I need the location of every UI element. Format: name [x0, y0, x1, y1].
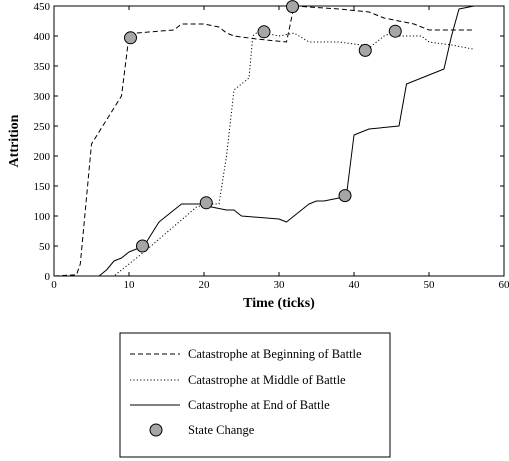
state-change-marker: [199, 196, 213, 210]
state-change-marker: [338, 189, 352, 203]
legend-label: State Change: [188, 423, 255, 437]
y-tick-label: 450: [34, 1, 51, 13]
plot-frame: [53, 5, 505, 277]
series-line-1: [53, 5, 474, 277]
x-axis-title: Time (ticks): [243, 296, 315, 311]
x-tick-label: 50: [424, 279, 436, 291]
legend-label: Catastrophe at End of Battle: [188, 398, 330, 412]
x-axis: 0 10 20 30 40 50 60: [51, 6, 509, 291]
x-tick-label: 0: [51, 279, 57, 291]
state-change-marker: [286, 0, 299, 14]
x-tick-label: 10: [124, 279, 136, 291]
y-tick-label: 50: [39, 241, 51, 253]
legend: Catastrophe at Beginning of Battle Catast…: [119, 332, 391, 458]
x-tick-label: 40: [349, 279, 361, 291]
y-axis-title: Attrition: [7, 114, 22, 167]
state-change-marker: [257, 25, 271, 39]
y-tick-label: 300: [34, 91, 51, 103]
y-tick-label: 100: [34, 211, 51, 223]
legend-marker: [149, 423, 163, 437]
y-tick-label: 200: [34, 151, 51, 163]
legend-box: [119, 332, 391, 458]
x-tick-label: 30: [274, 279, 286, 291]
series-line-3: [54, 5, 475, 277]
y-tick-label: 0: [45, 271, 51, 283]
state-change-marker: [388, 24, 402, 38]
series-line-2: [54, 32, 475, 277]
x-tick-label: 20: [199, 279, 211, 291]
y-axis: 0 50 100 150 200 250 300 350 400 450: [34, 1, 504, 283]
state-change-marker: [136, 239, 149, 253]
y-tick-label: 400: [34, 31, 51, 43]
legend-label: Catastrophe at Middle of Battle: [188, 373, 346, 387]
legend-label: Catastrophe at Beginning of Battle: [188, 347, 362, 361]
state-change-marker: [124, 31, 137, 45]
y-tick-label: 350: [34, 61, 51, 73]
plot-area: [53, 0, 505, 277]
x-tick-label: 60: [499, 279, 509, 291]
y-tick-label: 250: [34, 121, 51, 133]
y-tick-label: 150: [34, 181, 51, 193]
state-change-marker: [358, 43, 372, 57]
